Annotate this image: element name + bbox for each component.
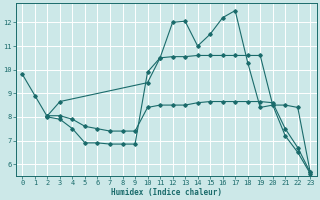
X-axis label: Humidex (Indice chaleur): Humidex (Indice chaleur): [111, 188, 222, 197]
